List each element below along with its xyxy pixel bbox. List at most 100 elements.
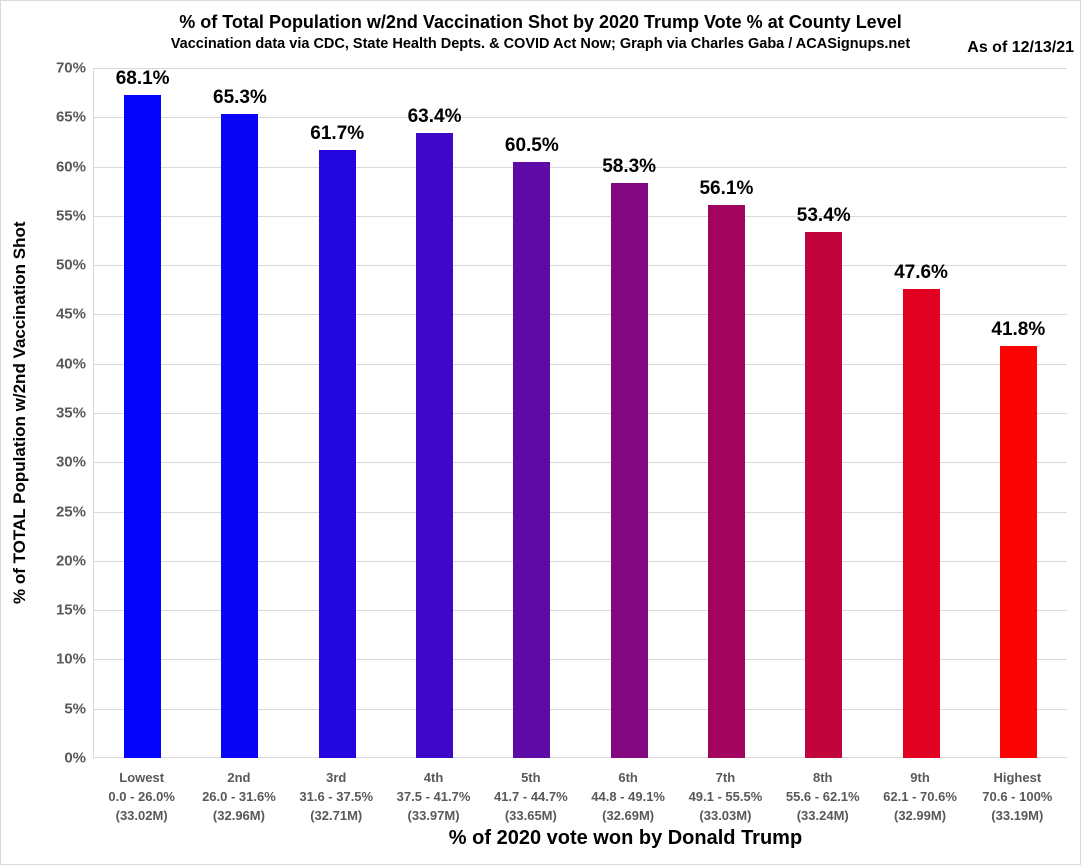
- category-range: 49.1 - 55.5%: [688, 789, 763, 804]
- category-label: 5th 41.7 - 44.7% (33.65M): [482, 768, 579, 825]
- bar-slot: 63.4%: [386, 68, 483, 758]
- bar-slot: 61.7%: [289, 68, 386, 758]
- category-name: 6th: [618, 770, 638, 785]
- category-label: Lowest 0.0 - 26.0% (33.02M): [93, 768, 190, 825]
- category-range: 31.6 - 37.5%: [299, 789, 374, 804]
- gridline: [94, 610, 1067, 612]
- category-range: 55.6 - 62.1%: [785, 789, 860, 804]
- bar-slot: 47.6%: [872, 68, 969, 758]
- y-tick-label: 20%: [55, 552, 86, 570]
- category-name: Highest: [993, 770, 1042, 785]
- bar-value-label: 56.1%: [699, 178, 754, 200]
- category-population: (33.24M): [796, 808, 849, 823]
- category-label: 2nd 26.0 - 31.6% (32.96M): [190, 768, 287, 825]
- bar: [707, 205, 745, 758]
- category-name: 9th: [910, 770, 930, 785]
- category-name: 8th: [812, 770, 833, 785]
- y-tick-label: 50%: [55, 256, 86, 274]
- bar: [318, 149, 356, 758]
- category-population: (32.71M): [310, 808, 363, 823]
- category-population: (32.69M): [602, 808, 655, 823]
- gridline: [94, 511, 1067, 513]
- y-tick-label: 35%: [55, 404, 86, 422]
- category-name: 5th: [521, 770, 541, 785]
- bar-value-label: 61.7%: [310, 122, 365, 144]
- bar-value-label: 53.4%: [796, 204, 851, 226]
- bar-value-label: 58.3%: [602, 156, 657, 178]
- category-population: (32.99M): [894, 808, 947, 823]
- bar: [513, 161, 551, 758]
- gridline: [94, 166, 1067, 168]
- category-label: 7th 49.1 - 55.5% (33.03M): [677, 768, 774, 825]
- gridline: [94, 757, 1067, 758]
- bar: [124, 95, 162, 758]
- category-range: 0.0 - 26.0%: [108, 789, 175, 804]
- category-name: 3rd: [326, 770, 347, 785]
- gridline: [94, 215, 1067, 217]
- bar: [999, 345, 1037, 758]
- category-name: 7th: [715, 770, 736, 785]
- plot-area: 68.1% 65.3% 61.7% 63.4% 60.5% 58.3% 56.1% 53.4%…: [93, 68, 1067, 758]
- y-axis-tick-labels: 0% 5% 10% 15% 20% 25% 30% 35% 40% 45% 50% 55% 60% 65%…: [1, 60, 86, 767]
- category-population: (32.96M): [212, 808, 265, 823]
- y-tick-label: 60%: [55, 158, 86, 176]
- gridline: [94, 659, 1067, 661]
- bar: [221, 114, 259, 758]
- category-name: 4th: [423, 770, 444, 785]
- y-tick-label: 70%: [55, 59, 86, 77]
- chart-title: % of Total Population w/2nd Vaccination …: [179, 12, 902, 32]
- gridline: [94, 117, 1067, 119]
- bar: [902, 288, 940, 758]
- category-range: 41.7 - 44.7%: [493, 789, 568, 804]
- bar-series: 68.1% 65.3% 61.7% 63.4% 60.5% 58.3% 56.1% 53.4%…: [94, 68, 1067, 758]
- bar-slot: 58.3%: [580, 68, 677, 758]
- category-population: (33.65M): [504, 808, 557, 823]
- y-tick-label: 55%: [55, 207, 86, 225]
- x-axis-title: % of 2020 vote won by Donald Trump: [448, 827, 803, 849]
- bar-value-label: 47.6%: [894, 261, 948, 283]
- y-tick-label: 15%: [55, 601, 86, 619]
- y-tick-label: 30%: [55, 453, 86, 471]
- bar-slot: 60.5%: [483, 68, 580, 758]
- gridline: [94, 462, 1067, 464]
- category-range: 70.6 - 100%: [982, 789, 1053, 804]
- gridline: [94, 265, 1067, 267]
- category-label: 6th 44.8 - 49.1% (32.69M): [579, 768, 676, 825]
- category-population: (33.19M): [991, 808, 1044, 823]
- category-population: (33.03M): [699, 808, 752, 823]
- category-label: 3rd 31.6 - 37.5% (32.71M): [288, 768, 385, 825]
- category-label: 4th 37.5 - 41.7% (33.97M): [385, 768, 482, 825]
- bar-slot: 68.1%: [94, 68, 191, 758]
- category-range: 44.8 - 49.1%: [591, 789, 665, 804]
- gridline: [94, 314, 1067, 316]
- bar-slot: 41.8%: [970, 68, 1067, 758]
- category-label: 9th 62.1 - 70.6% (32.99M): [871, 768, 968, 825]
- as-of-date: As of 12/13/21: [967, 39, 1074, 56]
- category-name: Lowest: [119, 770, 165, 785]
- bar-value-label: 65.3%: [213, 87, 267, 109]
- category-label: Highest 70.6 - 100% (33.19M): [969, 768, 1066, 825]
- bar-slot: 53.4%: [775, 68, 872, 758]
- bar: [416, 133, 454, 758]
- y-tick-label: 10%: [55, 650, 86, 668]
- bar-value-label: 63.4%: [407, 106, 462, 128]
- bar-slot: 65.3%: [191, 68, 288, 758]
- gridline: [94, 708, 1067, 710]
- bar-slot: 56.1%: [678, 68, 775, 758]
- y-tick-label: 40%: [55, 355, 86, 373]
- category-range: 62.1 - 70.6%: [883, 789, 957, 804]
- x-axis-category-labels: Lowest 0.0 - 26.0% (33.02M) 2nd 26.0 - 31.6%…: [93, 768, 1066, 825]
- y-tick-label: 45%: [55, 305, 86, 323]
- gridline: [94, 363, 1067, 365]
- bar-value-label: 41.8%: [991, 318, 1046, 340]
- gridline: [94, 413, 1067, 414]
- category-name: 2nd: [227, 770, 251, 785]
- bar-value-label: 60.5%: [504, 134, 559, 156]
- category-label: 8th 55.6 - 62.1% (33.24M): [774, 768, 871, 825]
- y-tick-label: 65%: [55, 108, 86, 126]
- category-population: (33.02M): [115, 808, 168, 823]
- category-range: 26.0 - 31.6%: [202, 789, 276, 804]
- category-population: (33.97M): [407, 808, 460, 823]
- bar-value-label: 68.1%: [115, 68, 170, 89]
